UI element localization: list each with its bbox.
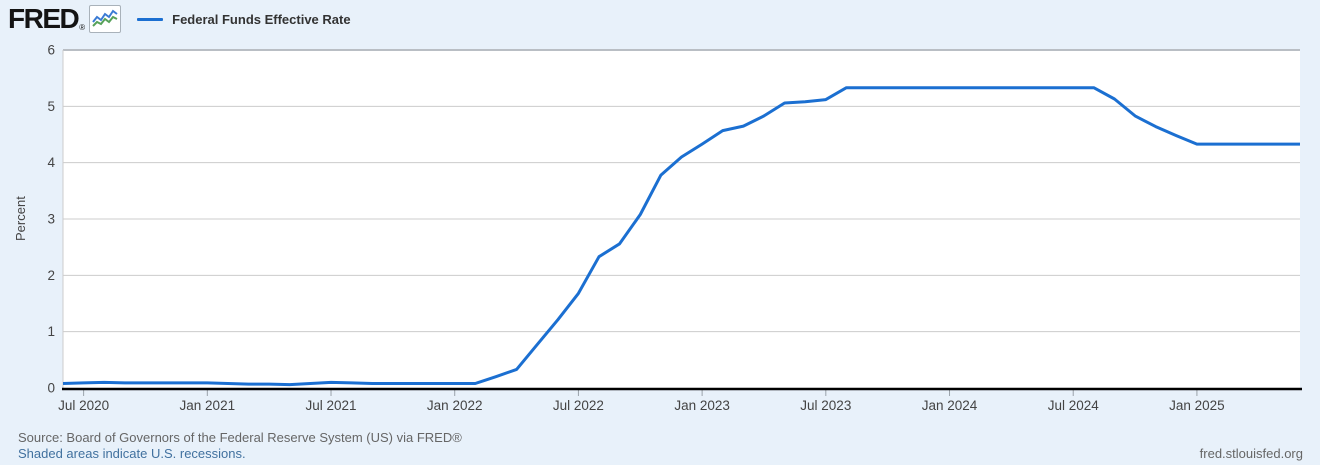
y-tick-label: 1	[47, 324, 55, 339]
x-tick-label: Jul 2022	[553, 398, 604, 413]
y-tick-label: 4	[47, 155, 55, 170]
x-tick-label: Jan 2023	[674, 398, 730, 413]
x-tick-label: Jul 2024	[1048, 398, 1100, 413]
legend-series-label: Federal Funds Effective Rate	[172, 11, 351, 27]
y-tick-label: 3	[47, 212, 55, 227]
y-tick-label: 5	[47, 99, 55, 114]
legend-line-swatch	[137, 17, 164, 21]
x-tick-label: Jan 2022	[427, 398, 483, 413]
y-tick-label: 6	[47, 43, 55, 58]
source-attribution: Source: Board of Governors of the Federa…	[18, 430, 462, 445]
registered-trademark: ®	[79, 23, 86, 32]
fred-logo[interactable]: FRED ®	[8, 3, 122, 34]
chart-footer: Source: Board of Governors of the Federa…	[18, 430, 462, 462]
recession-note-link[interactable]: Shaded areas indicate U.S. recessions.	[18, 446, 246, 461]
y-tick-label: 2	[47, 268, 55, 283]
y-axis-title: Percent	[13, 196, 28, 242]
rate-line	[62, 86, 1300, 387]
x-tick-label: Jan 2024	[922, 398, 978, 413]
fred-logo-text: FRED	[8, 3, 80, 34]
legend-item-federal-funds-rate[interactable]: Federal Funds Effective Rate	[137, 11, 351, 27]
fred-site-link[interactable]: fred.stlouisfed.org	[1199, 446, 1303, 461]
y-tick-label: 0	[47, 381, 55, 396]
x-tick-label: Jul 2020	[58, 398, 109, 413]
x-tick-label: Jan 2025	[1169, 398, 1225, 413]
x-tick-label: Jul 2021	[305, 398, 356, 413]
x-tick-label: Jan 2021	[180, 398, 236, 413]
x-tick-label: Jul 2023	[800, 398, 851, 413]
chart-header: FRED ® Federal Funds Effective Rate	[8, 5, 351, 33]
sparkline-icon	[89, 5, 122, 33]
